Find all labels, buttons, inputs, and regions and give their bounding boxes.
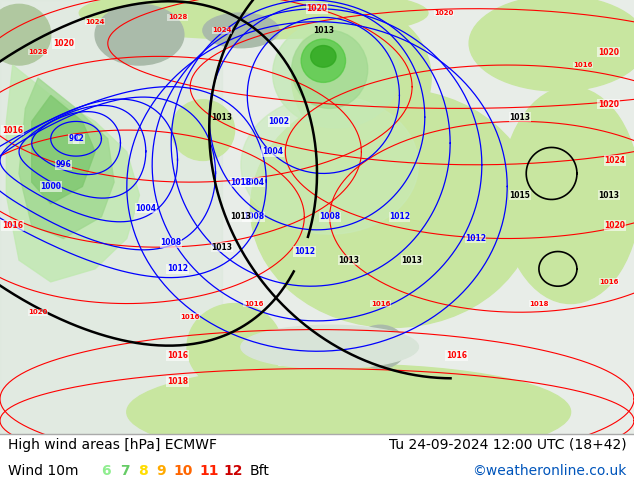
Text: 9: 9 xyxy=(156,464,165,478)
Text: 992: 992 xyxy=(68,134,84,143)
Text: 1012: 1012 xyxy=(465,234,486,243)
Text: 1012: 1012 xyxy=(294,247,315,256)
Text: 1013: 1013 xyxy=(230,212,252,221)
Text: 1012: 1012 xyxy=(389,212,410,221)
Text: 1013: 1013 xyxy=(401,256,423,265)
Text: C: C xyxy=(74,134,79,143)
Text: 1008: 1008 xyxy=(243,212,264,221)
Text: Tu 24-09-2024 12:00 UTC (18+42): Tu 24-09-2024 12:00 UTC (18+42) xyxy=(389,438,626,452)
Text: Wind 10m: Wind 10m xyxy=(8,464,78,478)
Ellipse shape xyxy=(241,325,418,368)
Text: 1013: 1013 xyxy=(598,191,619,199)
Polygon shape xyxy=(19,78,114,239)
Text: 1004: 1004 xyxy=(135,204,157,213)
Text: 1004: 1004 xyxy=(243,178,264,187)
Ellipse shape xyxy=(469,0,634,91)
Ellipse shape xyxy=(273,20,399,128)
Text: 7: 7 xyxy=(120,464,130,478)
Text: 1018: 1018 xyxy=(167,377,188,386)
Text: 1015: 1015 xyxy=(510,191,530,199)
Ellipse shape xyxy=(241,96,418,234)
Ellipse shape xyxy=(292,9,431,147)
Text: 1012: 1012 xyxy=(167,265,188,273)
Text: 1016: 1016 xyxy=(181,314,200,319)
Text: 8: 8 xyxy=(138,464,148,478)
Ellipse shape xyxy=(79,0,428,39)
Text: 1016: 1016 xyxy=(244,300,263,307)
Text: 1016: 1016 xyxy=(599,279,618,285)
Text: 1013: 1013 xyxy=(211,113,233,122)
Ellipse shape xyxy=(95,4,184,65)
Text: 1020: 1020 xyxy=(434,10,453,16)
Text: High wind areas [hPa] ECMWF: High wind areas [hPa] ECMWF xyxy=(8,438,217,452)
Polygon shape xyxy=(6,65,139,282)
Text: 1016: 1016 xyxy=(167,351,188,360)
Ellipse shape xyxy=(0,4,51,65)
Text: 6: 6 xyxy=(101,464,111,478)
Ellipse shape xyxy=(355,325,406,368)
Text: 1008: 1008 xyxy=(319,212,340,221)
Text: 1008: 1008 xyxy=(160,238,182,247)
Text: 1020: 1020 xyxy=(306,4,328,13)
Text: 1018: 1018 xyxy=(529,300,548,307)
Ellipse shape xyxy=(127,364,571,460)
Text: 1024: 1024 xyxy=(86,19,105,25)
Text: 996: 996 xyxy=(56,160,71,169)
Text: 1016: 1016 xyxy=(574,62,593,68)
Text: 1000: 1000 xyxy=(40,182,61,191)
Text: 1016: 1016 xyxy=(2,221,23,230)
Text: 1013: 1013 xyxy=(338,256,359,265)
Text: 1016: 1016 xyxy=(2,125,23,135)
Text: 12: 12 xyxy=(223,464,243,478)
Text: 1016: 1016 xyxy=(371,300,390,307)
Text: 1020: 1020 xyxy=(29,309,48,315)
Text: 1002: 1002 xyxy=(268,117,290,126)
Text: 1016: 1016 xyxy=(446,351,467,360)
Text: 1028: 1028 xyxy=(29,49,48,55)
Ellipse shape xyxy=(187,303,282,390)
Text: 1013: 1013 xyxy=(211,243,233,252)
Ellipse shape xyxy=(311,46,336,67)
Ellipse shape xyxy=(292,30,368,108)
Text: 1013: 1013 xyxy=(313,26,334,35)
Ellipse shape xyxy=(301,39,346,82)
Text: 1020: 1020 xyxy=(53,39,74,48)
Text: 10: 10 xyxy=(174,464,193,478)
Text: 1020: 1020 xyxy=(598,99,619,109)
Text: Bft: Bft xyxy=(249,464,269,478)
Text: 1004: 1004 xyxy=(262,147,283,156)
Text: 1013: 1013 xyxy=(509,113,531,122)
Text: ©weatheronline.co.uk: ©weatheronline.co.uk xyxy=(472,464,626,478)
Ellipse shape xyxy=(203,13,279,48)
Text: 1018: 1018 xyxy=(230,178,252,187)
Ellipse shape xyxy=(250,89,536,327)
Text: 1024: 1024 xyxy=(604,156,626,165)
Text: 1020: 1020 xyxy=(598,48,619,56)
Text: 1028: 1028 xyxy=(168,14,187,21)
Text: 1020: 1020 xyxy=(604,221,626,230)
Ellipse shape xyxy=(501,87,634,303)
Text: 11: 11 xyxy=(199,464,219,478)
Text: 1024: 1024 xyxy=(212,27,231,33)
Polygon shape xyxy=(32,96,95,204)
Ellipse shape xyxy=(171,100,235,160)
